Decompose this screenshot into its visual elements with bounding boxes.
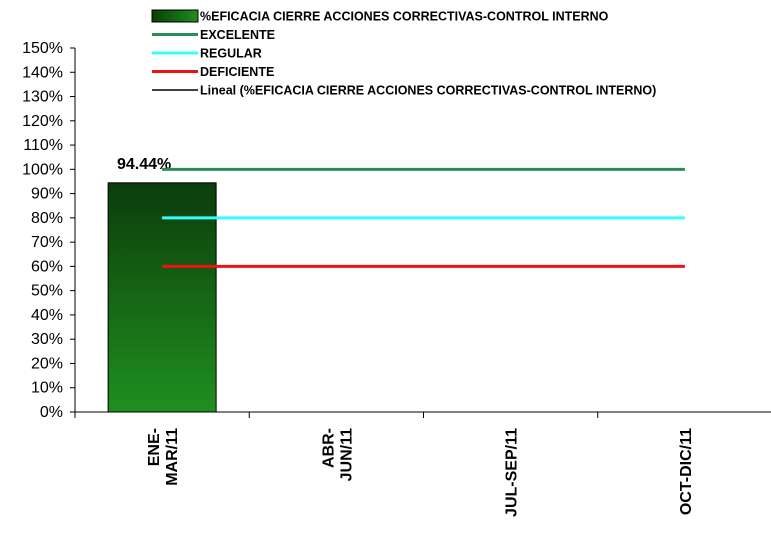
y-tick-label: 110% [23,137,63,154]
y-tick-label: 130% [22,89,63,106]
legend: %EFICACIA CIERRE ACCIONES CORRECTIVAS-CO… [151,9,656,98]
y-tick-label: 70% [31,234,63,251]
y-tick-label: 90% [31,186,63,203]
y-tick-label: 150% [22,40,63,57]
x-tick-label: ENE-MAR/11 [146,428,181,486]
y-tick-label: 100% [22,161,63,178]
legend-label: Lineal (%EFICACIA CIERRE ACCIONES CORREC… [200,84,656,98]
y-tick-label: 10% [31,380,63,397]
y-tick-label: 40% [31,307,63,324]
axes: 0% 10% 20% 30% 40% 50% 60% 70% 80% 90% 100% 110% 120… [22,40,771,517]
y-tick-label: 30% [31,331,63,348]
x-tick-label: JUL-SEP/11 [504,428,521,517]
legend-label: EXCELENTE [200,28,275,42]
bar-0 [107,182,217,413]
data-label-0: 94.44% [117,156,171,173]
x-tick-label: OCT-DIC/11 [678,428,695,515]
y-tick-label: 80% [31,210,63,227]
y-tick-label: 120% [22,113,63,130]
y-tick-label: 50% [31,283,63,300]
chart-marks: 94.44% [107,156,685,413]
legend-swatch-bar [151,9,199,23]
y-tick-label: 60% [31,258,63,275]
legend-label: DEFICIENTE [200,65,274,79]
legend-label: REGULAR [200,47,262,61]
y-tick-label: 140% [22,64,63,81]
y-tick-label: 20% [31,355,63,372]
x-tick-label: ABR-JUN/11 [320,428,355,481]
y-tick-label: 0% [40,404,63,421]
legend-label: %EFICACIA CIERRE ACCIONES CORRECTIVAS-CO… [200,10,609,24]
